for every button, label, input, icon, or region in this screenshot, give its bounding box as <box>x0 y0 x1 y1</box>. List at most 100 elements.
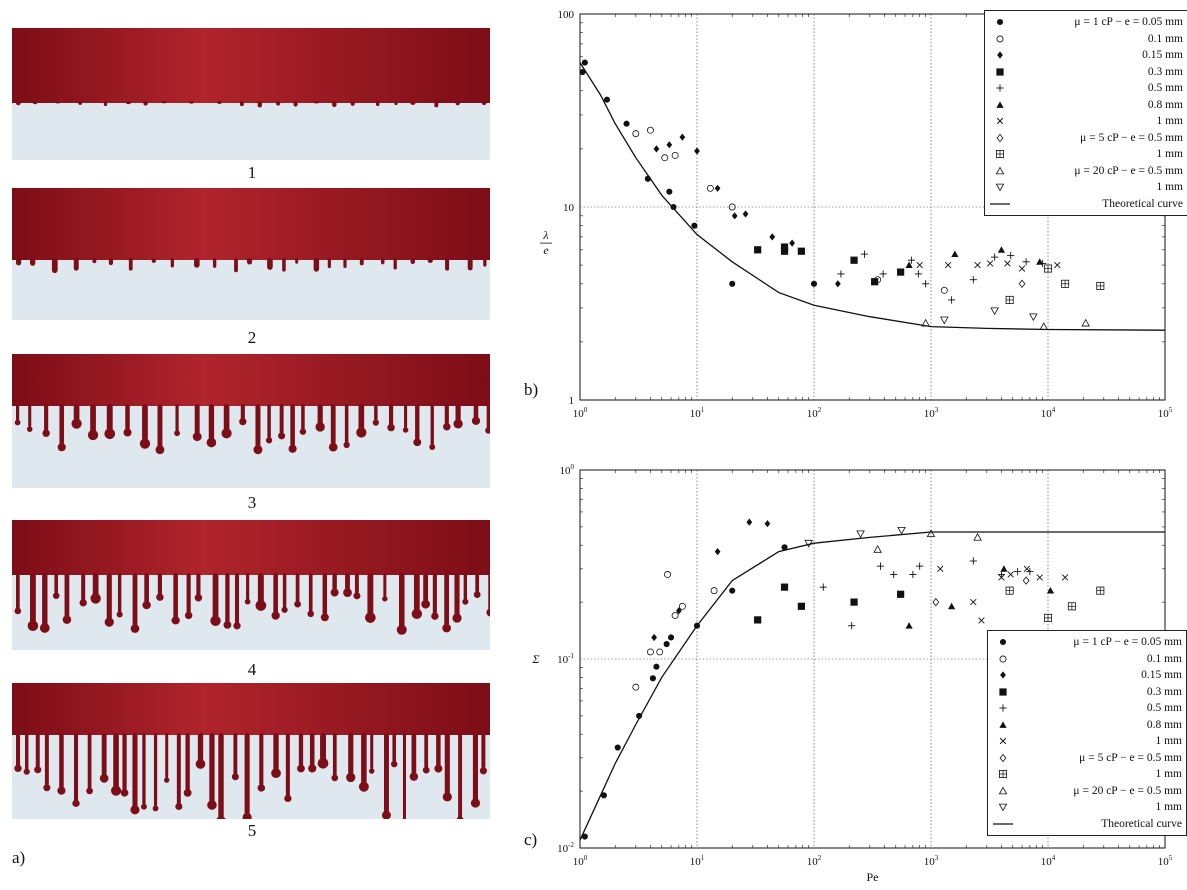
legend-label: 0.5 mm <box>1147 82 1183 94</box>
open-triangle-down-marker <box>856 530 865 539</box>
series-open-triangle <box>873 529 982 553</box>
finger <box>343 258 347 269</box>
finger-pattern <box>14 733 487 819</box>
filled-square-marker <box>999 688 1007 696</box>
finger-tip <box>473 591 481 599</box>
finger <box>295 573 300 603</box>
filled-circle-marker <box>999 639 1007 646</box>
finger <box>301 404 305 430</box>
filled-triangle-marker <box>996 101 1004 108</box>
finger <box>488 573 490 611</box>
line-icon <box>989 198 1011 210</box>
open-circle-marker <box>671 611 679 619</box>
legend-label: 0.1 mm <box>1147 32 1183 45</box>
finger-tip <box>255 600 267 611</box>
filled-circle-icon <box>992 636 1014 648</box>
open-triangle-marker <box>873 544 882 553</box>
finger-tip <box>442 623 451 633</box>
series-filled-diamond <box>653 133 841 288</box>
finger-tip <box>195 759 206 769</box>
finger-tip <box>381 810 391 819</box>
finger-tip <box>120 788 129 797</box>
x-tick-label: 103 <box>924 854 939 868</box>
filled-diamond-marker <box>651 633 657 642</box>
legend-item: μ = 5 cP − e = 0.5 mm <box>989 130 1183 147</box>
finger-tip <box>356 427 367 438</box>
finger <box>108 258 114 266</box>
filled-circle-marker <box>781 544 788 551</box>
finger-tip <box>244 598 251 605</box>
finger-tip <box>288 444 297 453</box>
x-tick-label: 105 <box>1158 854 1173 868</box>
series-cross <box>937 565 1069 624</box>
finger <box>344 404 349 443</box>
finger <box>117 573 122 613</box>
legend-item: 1 mm <box>989 113 1183 130</box>
photo-strip <box>12 354 490 488</box>
finger <box>16 258 22 266</box>
finger-tip <box>174 430 180 437</box>
plus-marker <box>1014 568 1022 576</box>
open-diamond-icon <box>992 752 1014 764</box>
filled-diamond-marker <box>769 233 776 241</box>
x-tick-label: 100 <box>573 406 588 420</box>
finger-tip <box>308 764 317 773</box>
finger-tip <box>265 437 273 444</box>
finger-tip <box>139 438 151 449</box>
finger-tip <box>152 805 159 812</box>
finger <box>454 573 460 617</box>
legend-item: 0.1 mm <box>989 31 1183 48</box>
filled-square-marker <box>754 616 762 624</box>
finger-tip <box>207 800 217 810</box>
legend-label: 0.8 mm <box>1147 98 1183 111</box>
finger <box>358 404 365 431</box>
finger <box>415 404 420 441</box>
finger-tip <box>257 784 266 792</box>
finger-tip <box>72 799 80 807</box>
finger <box>367 573 374 616</box>
finger-tip <box>130 805 140 815</box>
finger-tip <box>382 596 388 602</box>
filled-circle-marker <box>996 19 1004 26</box>
finger-tip <box>216 816 226 819</box>
finger-tip <box>79 599 87 607</box>
legend-label: 1 mm <box>1156 148 1183 160</box>
finger-tip <box>104 617 114 627</box>
open-triangle-down-marker <box>940 316 949 325</box>
finger <box>196 573 201 596</box>
finger <box>317 404 323 425</box>
legend-label: Theoretical curve <box>1101 817 1182 830</box>
finger-tip <box>297 764 305 773</box>
finger <box>225 573 230 623</box>
finger <box>122 733 127 791</box>
finger <box>244 733 250 816</box>
legend-item: Theoretical curve <box>992 816 1182 833</box>
open-circle-marker <box>661 154 669 162</box>
filled-triangle-marker <box>1036 258 1044 265</box>
open-triangle-marker <box>995 166 1005 175</box>
filled-diamond-marker <box>1000 671 1006 679</box>
finger <box>402 733 406 819</box>
filled-square-icon <box>989 66 1011 78</box>
legend-label: 1 mm <box>1155 768 1182 780</box>
finger-tip <box>343 441 350 449</box>
finger <box>212 258 217 268</box>
finger-tip <box>43 784 51 792</box>
finger-tip <box>271 768 281 779</box>
cross-icon <box>992 735 1014 747</box>
plus-marker <box>991 253 999 261</box>
finger <box>472 733 479 801</box>
finger <box>92 258 97 264</box>
finger-tip <box>421 599 431 609</box>
finger-tip <box>253 445 263 455</box>
legend-c: μ = 1 cP − e = 0.05 mm 0.1 mm 0.15 mm 0.3 m… <box>987 630 1187 836</box>
legend-label: 1 mm <box>1155 735 1182 747</box>
finger <box>106 404 113 432</box>
finger <box>142 733 146 805</box>
open-triangle-icon <box>992 785 1014 797</box>
finger <box>374 404 378 421</box>
finger <box>359 258 364 266</box>
legend-item: μ = 20 cP − e = 0.5 mm <box>989 163 1183 180</box>
plus-marker <box>837 270 845 278</box>
filled-circle-marker <box>636 712 643 719</box>
